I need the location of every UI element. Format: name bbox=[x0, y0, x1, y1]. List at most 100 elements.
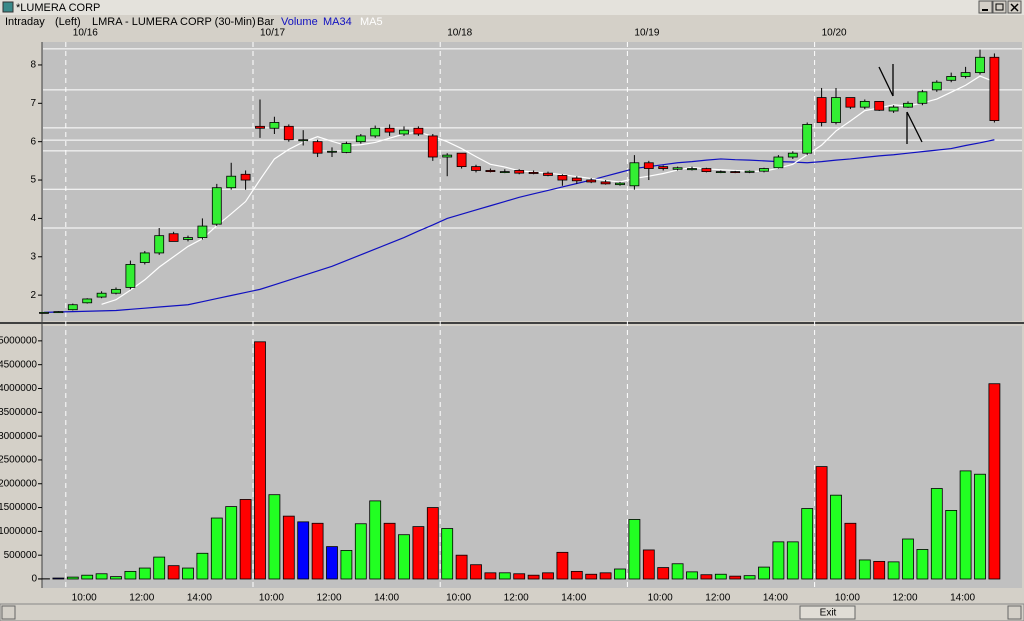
exit-label[interactable]: Exit bbox=[820, 608, 837, 619]
candle-body bbox=[111, 288, 121, 294]
volume-bar bbox=[254, 341, 266, 580]
candle-body bbox=[456, 152, 467, 168]
symbol-label: LMRA - LUMERA CORP (30-Min) bbox=[92, 16, 256, 28]
scroll-left[interactable] bbox=[1, 605, 16, 620]
volume-bar bbox=[686, 571, 698, 580]
candle-body bbox=[96, 292, 107, 298]
candle-body bbox=[658, 166, 669, 169]
title-bar bbox=[0, 0, 1024, 15]
candle-body bbox=[168, 233, 179, 242]
volume-bar bbox=[239, 499, 252, 580]
candle-body bbox=[946, 76, 957, 81]
volume-bar bbox=[959, 470, 972, 580]
volume-bar bbox=[974, 473, 986, 580]
scroll-right[interactable] bbox=[1007, 605, 1022, 620]
candle-body bbox=[600, 181, 611, 185]
window-buttons[interactable] bbox=[978, 0, 1022, 14]
volume-bar bbox=[153, 556, 166, 580]
volume-bar bbox=[513, 573, 526, 580]
candle-body bbox=[571, 177, 582, 182]
volume-bar bbox=[398, 534, 410, 580]
y-tick-label: 4 bbox=[30, 213, 36, 224]
candle-body bbox=[960, 72, 971, 77]
volume-bar bbox=[110, 576, 122, 580]
candle-body bbox=[485, 170, 496, 173]
y-tick-label: 1500000 bbox=[0, 502, 37, 513]
volume-bar bbox=[657, 567, 670, 580]
volume-bar bbox=[441, 528, 454, 580]
volume-bar bbox=[671, 563, 684, 580]
volume-bar bbox=[383, 522, 396, 580]
volume-bar bbox=[729, 575, 742, 580]
minimize-button[interactable] bbox=[978, 0, 993, 14]
candle-body bbox=[557, 175, 568, 181]
exit-button[interactable] bbox=[799, 605, 856, 620]
candle-body bbox=[888, 106, 899, 112]
volume-bar bbox=[628, 519, 641, 580]
volume-bar bbox=[412, 526, 425, 580]
volume-bar bbox=[858, 559, 871, 580]
scrollbar[interactable] bbox=[0, 603, 1024, 621]
x-tick-label: 10:00 bbox=[648, 593, 673, 604]
volume-bar bbox=[642, 549, 655, 580]
candle-body bbox=[730, 171, 741, 174]
candle-body bbox=[442, 154, 453, 158]
candle-body bbox=[859, 100, 870, 108]
volume-bar bbox=[772, 541, 785, 580]
price-panel bbox=[42, 42, 1022, 321]
volume-bar bbox=[570, 570, 583, 580]
candle-body bbox=[528, 171, 539, 174]
candle-body bbox=[471, 166, 481, 171]
volume-bar bbox=[196, 552, 209, 580]
candle-body bbox=[341, 143, 352, 153]
volume-bar bbox=[340, 550, 353, 580]
candle-body bbox=[543, 172, 553, 176]
date-label: 10/16 bbox=[73, 28, 98, 39]
candle-body bbox=[197, 225, 208, 238]
x-tick-label: 14:00 bbox=[187, 593, 212, 604]
x-tick-label: 12:00 bbox=[504, 593, 529, 604]
y-tick-label: 4000000 bbox=[0, 383, 37, 394]
candle-body bbox=[903, 102, 913, 108]
candle-body bbox=[399, 129, 409, 135]
volume-bar bbox=[66, 576, 79, 580]
volume-bar bbox=[369, 500, 382, 580]
volume-bar bbox=[714, 573, 727, 580]
candle-body bbox=[931, 81, 942, 91]
candle-body bbox=[53, 311, 64, 314]
volume-bar bbox=[426, 507, 439, 580]
x-tick-label: 10:00 bbox=[259, 593, 284, 604]
candle-body bbox=[67, 304, 78, 311]
candle-body bbox=[514, 170, 525, 174]
candle-body bbox=[715, 171, 726, 174]
volume-bar bbox=[830, 494, 842, 580]
candle-body bbox=[629, 162, 640, 187]
candle-body bbox=[139, 252, 150, 263]
volume-bar bbox=[81, 574, 94, 580]
x-tick-label: 10:00 bbox=[835, 593, 860, 604]
y-tick-label: 500000 bbox=[4, 550, 38, 561]
volume-bar bbox=[95, 573, 108, 580]
candle-body bbox=[413, 127, 424, 135]
volume-bar bbox=[743, 575, 756, 580]
candle-body bbox=[255, 125, 265, 129]
date-label: 10/20 bbox=[822, 28, 847, 39]
candle-body bbox=[370, 127, 381, 137]
y-tick-label: 7 bbox=[30, 98, 36, 109]
volume-bar bbox=[138, 567, 151, 580]
legend-ma5: MA5 bbox=[360, 16, 383, 28]
volume-bar bbox=[556, 551, 569, 580]
candle-body bbox=[701, 168, 712, 173]
restore-button[interactable] bbox=[992, 0, 1007, 14]
y-tick-label: 4500000 bbox=[0, 359, 37, 370]
candle-body bbox=[298, 139, 309, 142]
volume-bar bbox=[585, 573, 598, 580]
volume-bar bbox=[786, 541, 799, 580]
x-tick-label: 12:00 bbox=[705, 593, 730, 604]
trend-annotation bbox=[878, 64, 923, 144]
y-tick-label: 2 bbox=[30, 290, 36, 301]
volume-bar bbox=[455, 554, 468, 580]
x-tick-label: 10:00 bbox=[446, 593, 471, 604]
candle-body bbox=[672, 167, 683, 170]
